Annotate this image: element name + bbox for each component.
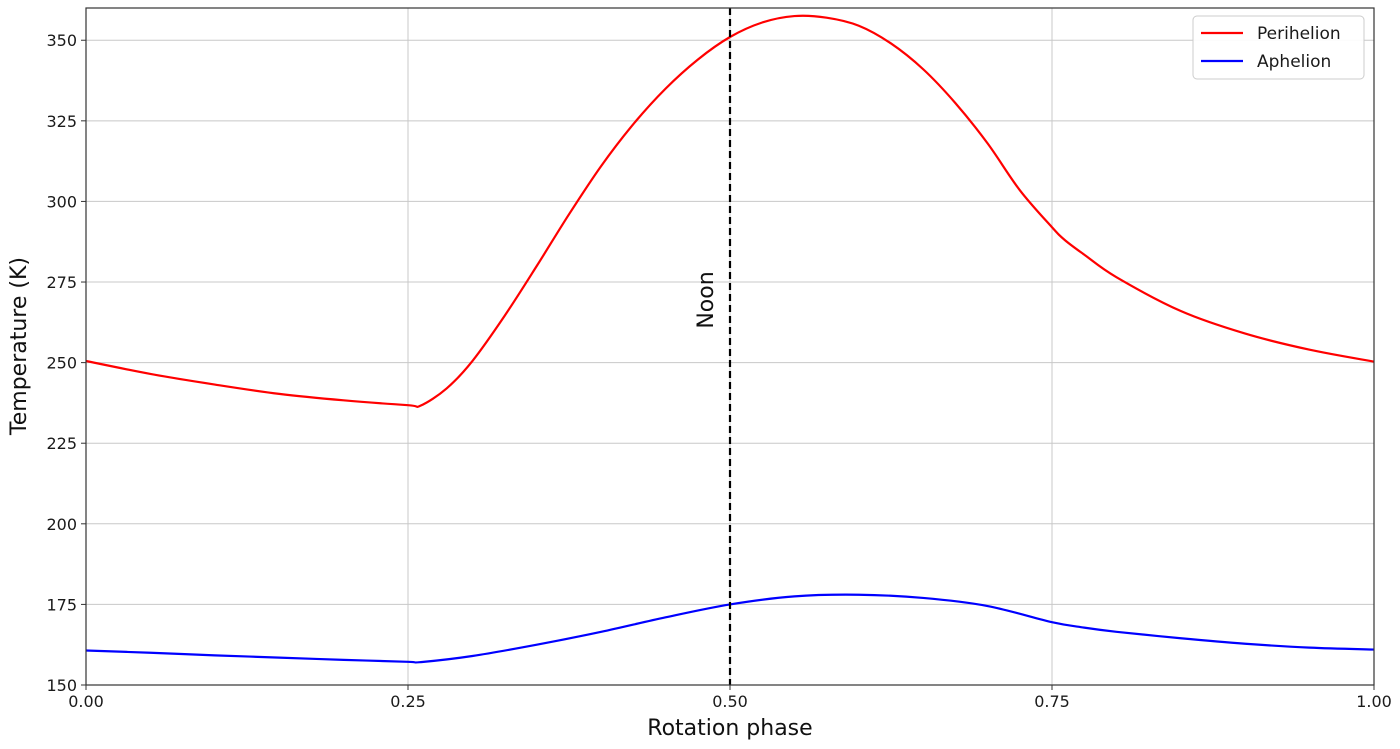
series-line-perihelion [85,14,1375,408]
x-tick-label: 0.00 [68,692,104,711]
annotation-layer: Noon [694,8,732,685]
y-axis-title: Temperature (K) [7,257,32,436]
noon-label: Noon [694,271,719,328]
legend-frame [1192,15,1365,80]
x-axis-ticks: 0.00 0.25 0.50 0.75 1.00 [68,685,1392,711]
y-tick-label: 350 [46,31,77,50]
y-tick-label: 200 [46,515,77,534]
legend-label: Perihelion [1257,24,1341,44]
y-tick-label: 325 [46,112,77,131]
y-tick-label: 150 [46,676,77,695]
x-tick-label: 0.25 [390,692,426,711]
x-tick-label: 0.75 [1034,692,1070,711]
x-axis-title: Rotation phase [647,716,812,741]
y-tick-label: 250 [46,354,77,373]
y-tick-label: 175 [46,595,77,614]
x-tick-label: 1.00 [1356,692,1392,711]
legend-label: Aphelion [1257,52,1331,72]
legend: Perihelion Aphelion [1192,15,1365,80]
y-tick-label: 300 [46,192,77,211]
x-tick-label: 0.50 [712,692,748,711]
y-tick-label: 225 [46,434,77,453]
y-axis-ticks: 150 175 200 225 250 275 300 325 350 [46,31,86,695]
y-tick-label: 275 [46,273,77,292]
